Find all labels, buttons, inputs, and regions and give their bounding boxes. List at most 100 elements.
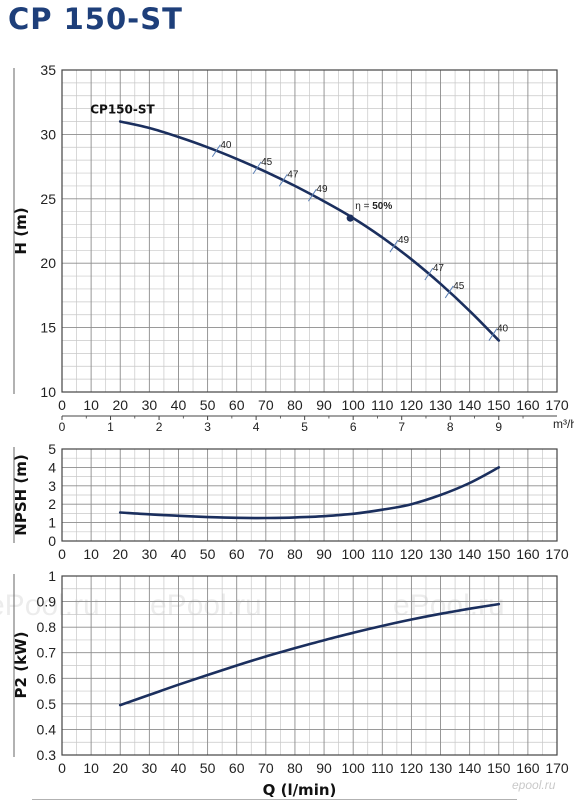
efficiency-label: 49 xyxy=(316,184,328,195)
y-tick-label: 20 xyxy=(40,255,56,271)
efficiency-label: 47 xyxy=(433,263,445,274)
efficiency-label: 45 xyxy=(261,157,273,168)
x-tick-label: 80 xyxy=(287,546,303,562)
x-tick-label: 0 xyxy=(58,397,66,413)
x-tick-label: 60 xyxy=(229,546,245,562)
efficiency-label: 47 xyxy=(287,169,299,180)
x-tick-label: 150 xyxy=(487,760,511,776)
secondary-x-tick-label: 1 xyxy=(107,420,114,434)
x-tick-label: 10 xyxy=(83,760,99,776)
y-axis-title: P2 (kW) xyxy=(12,632,30,699)
secondary-x-tick-label: 4 xyxy=(253,420,260,434)
y-tick-label: 1 xyxy=(48,515,56,531)
y-tick-label: 25 xyxy=(40,191,56,207)
x-tick-label: 10 xyxy=(83,397,99,413)
secondary-x-tick-label: 8 xyxy=(447,420,454,434)
x-tick-label: 50 xyxy=(200,397,216,413)
best-efficiency-point xyxy=(346,214,354,222)
y-tick-label: 15 xyxy=(40,320,56,336)
x-tick-label: 130 xyxy=(429,397,453,413)
secondary-x-tick-label: 7 xyxy=(398,420,405,434)
secondary-x-tick-label: 0 xyxy=(59,420,66,434)
efficiency-tick xyxy=(389,239,399,253)
x-tick-label: 150 xyxy=(487,546,511,562)
y-tick-label: 35 xyxy=(40,62,56,78)
series-curve xyxy=(118,602,501,707)
y-tick-label: 1 xyxy=(48,568,56,584)
head-chart: 0 10 20 30 40 50 60 70 80 90 100 110 120 130 140 150 160… xyxy=(12,62,574,434)
x-tick-label: 40 xyxy=(171,397,187,413)
x-tick-label: 90 xyxy=(316,397,332,413)
plot-frame xyxy=(61,69,558,393)
x-tick-label: 140 xyxy=(458,397,482,413)
watermark-text: ePool.ru xyxy=(150,589,262,622)
y-tick-label: 0.9 xyxy=(37,594,57,610)
efficiency-label: 49 xyxy=(398,235,410,246)
x-tick-label: 60 xyxy=(229,397,245,413)
efficiency-label: 40 xyxy=(220,140,232,151)
y-tick-label: 0.5 xyxy=(37,696,57,712)
page-title: CP 150-ST xyxy=(8,2,183,36)
x-tick-label: 160 xyxy=(516,546,540,562)
secondary-x-tick-label: 2 xyxy=(156,420,163,434)
x-tick-label: 140 xyxy=(458,546,482,562)
efficiency-tick xyxy=(278,173,288,187)
x-tick-label: 90 xyxy=(316,546,332,562)
eta-symbol: η = xyxy=(355,201,372,212)
npsh-chart: 0 10 20 30 40 50 60 70 80 90 100 110 120 130 140 150 160… xyxy=(12,441,569,562)
efficiency-tick xyxy=(424,267,434,281)
secondary-x-tick-label: 5 xyxy=(301,420,308,434)
y-tick-label: 0 xyxy=(48,533,56,549)
efficiency-label: 40 xyxy=(497,324,509,335)
x-tick-label: 140 xyxy=(458,760,482,776)
series-curve xyxy=(118,466,501,520)
x-tick-label: 110 xyxy=(371,760,394,776)
x-tick-label: 110 xyxy=(371,397,394,413)
x-tick-label: 100 xyxy=(341,546,365,562)
y-axis-title: H (m) xyxy=(12,207,30,254)
x-tick-label: 40 xyxy=(171,760,187,776)
x-tick-label: 0 xyxy=(58,760,66,776)
x-tick-label: 170 xyxy=(545,760,569,776)
grid xyxy=(61,448,558,542)
x-tick-label: 70 xyxy=(258,760,274,776)
x-tick-label: 160 xyxy=(516,760,540,776)
efficiency-tick xyxy=(444,285,454,299)
y-tick-label: 0.4 xyxy=(37,721,57,737)
x-tick-label: 0 xyxy=(58,546,66,562)
y-tick-label: 5 xyxy=(48,441,56,457)
x-tick-label: 120 xyxy=(400,546,424,562)
x-tick-label: 20 xyxy=(112,760,128,776)
plot-frame xyxy=(61,575,558,756)
x-tick-label: 60 xyxy=(229,760,245,776)
x-tick-label: 80 xyxy=(287,397,303,413)
efficiency-label: 45 xyxy=(453,281,465,292)
y-tick-label: 30 xyxy=(40,126,56,142)
efficiency-tick xyxy=(488,328,498,341)
y-tick-label: 3 xyxy=(48,478,56,494)
efficiency-tick xyxy=(252,161,262,175)
x-tick-label: 150 xyxy=(487,397,511,413)
x-tick-label: 70 xyxy=(258,546,274,562)
plot-frame xyxy=(61,448,558,542)
efficiency-tick xyxy=(307,188,317,202)
x-tick-label: 10 xyxy=(83,546,99,562)
x-tick-label: 100 xyxy=(341,760,365,776)
secondary-x-tick-label: 6 xyxy=(350,420,357,434)
secondary-x-tick-label: 9 xyxy=(495,420,502,434)
x-tick-label: 170 xyxy=(545,546,569,562)
x-tick-label: 100 xyxy=(341,397,365,413)
x-tick-label: 120 xyxy=(400,760,424,776)
y-tick-label: 0.3 xyxy=(37,747,57,763)
x-tick-label: 130 xyxy=(429,546,453,562)
efficiency-tick xyxy=(211,144,221,158)
x-tick-label: 40 xyxy=(171,546,187,562)
x-axis-title: Q (l/min) xyxy=(263,781,337,799)
x-tick-label: 30 xyxy=(142,760,158,776)
y-tick-label: 4 xyxy=(48,459,56,475)
corner-watermark: epool.ru xyxy=(512,778,556,792)
x-tick-label: 50 xyxy=(200,760,216,776)
x-tick-label: 120 xyxy=(400,397,424,413)
y-tick-label: 0.6 xyxy=(37,670,57,686)
